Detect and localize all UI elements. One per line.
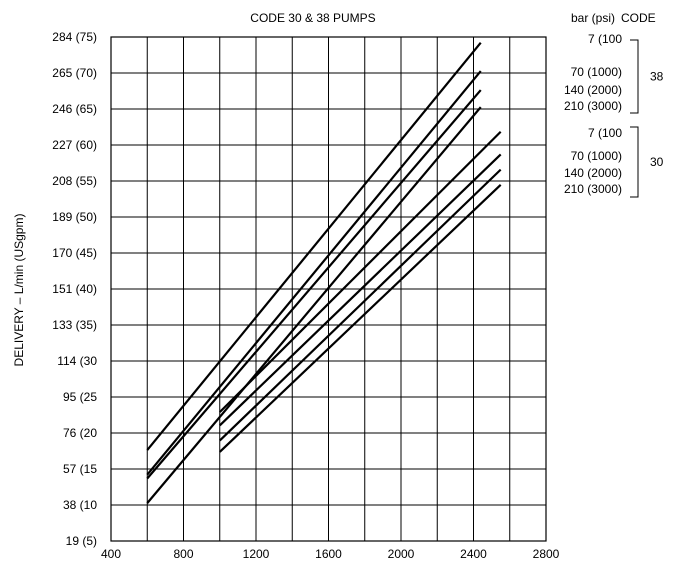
x-tick-label: 2800 (533, 547, 560, 561)
series-line-code-38 (147, 90, 481, 478)
series-line-code-38 (147, 71, 481, 475)
y-tick-label: 38 (10 (63, 498, 97, 512)
legend-header-code: CODE (621, 11, 656, 25)
y-tick-label: 76 (20 (63, 426, 97, 440)
legend-entry: 140 (2000) (564, 83, 622, 97)
x-tick-label: 1600 (315, 547, 342, 561)
y-tick-label: 189 (50) (52, 210, 97, 224)
y-tick-label: 114 (30 (57, 354, 97, 368)
legend-entry: 210 (3000) (564, 99, 622, 113)
y-tick-labels: 19 (5) 38 (10 57 (15 76 (20 95 (25 114 (30 133… (52, 30, 97, 548)
series-line-code-30 (220, 170, 501, 441)
x-tick-label: 2400 (460, 547, 487, 561)
y-tick-label: 208 (55) (52, 174, 97, 188)
chart-title: CODE 30 & 38 PUMPS (250, 11, 375, 25)
x-tick-label: 400 (101, 547, 121, 561)
series-line-code-38 (147, 107, 481, 503)
legend-entry: 210 (3000) (564, 182, 622, 196)
y-tick-label: 284 (75) (52, 30, 97, 44)
series-line-code-38 (147, 43, 481, 450)
y-axis-label: DELIVERY – L/min (USgpm) (12, 214, 26, 367)
x-tick-label: 2000 (388, 547, 415, 561)
legend-code-label: 38 (650, 70, 664, 84)
legend-entry: 7 (100 (588, 32, 622, 46)
series-line-code-30 (220, 185, 501, 452)
legend: bar (psi) CODE 7 (100 70 (1000) 140 (2000) 21… (564, 11, 664, 197)
y-tick-label: 151 (40) (52, 282, 97, 296)
legend-entry: 7 (100 (588, 126, 622, 140)
x-tick-labels: 400 800 1200 1600 2000 2400 2800 (101, 547, 560, 561)
legend-code-label: 30 (650, 155, 664, 169)
series-line-code-30 (220, 154, 501, 425)
y-tick-label: 170 (45) (52, 246, 97, 260)
series-lines (147, 43, 500, 503)
series-line-code-30 (220, 132, 501, 412)
legend-entry: 70 (1000) (571, 149, 622, 163)
x-tick-label: 800 (173, 547, 193, 561)
y-tick-label: 95 (25 (63, 390, 97, 404)
y-tick-label: 57 (15 (63, 462, 97, 476)
x-tick-label: 1200 (243, 547, 270, 561)
y-tick-label: 19 (5) (66, 534, 97, 548)
legend-bracket (630, 40, 638, 113)
y-tick-label: 133 (35) (52, 318, 97, 332)
legend-bracket (630, 127, 638, 197)
y-tick-label: 246 (65) (52, 102, 97, 116)
legend-header-pressure: bar (psi) (571, 11, 615, 25)
y-tick-label: 265 (70) (52, 66, 97, 80)
legend-entry: 70 (1000) (571, 65, 622, 79)
legend-entry: 140 (2000) (564, 166, 622, 180)
y-tick-label: 227 (60) (52, 138, 97, 152)
